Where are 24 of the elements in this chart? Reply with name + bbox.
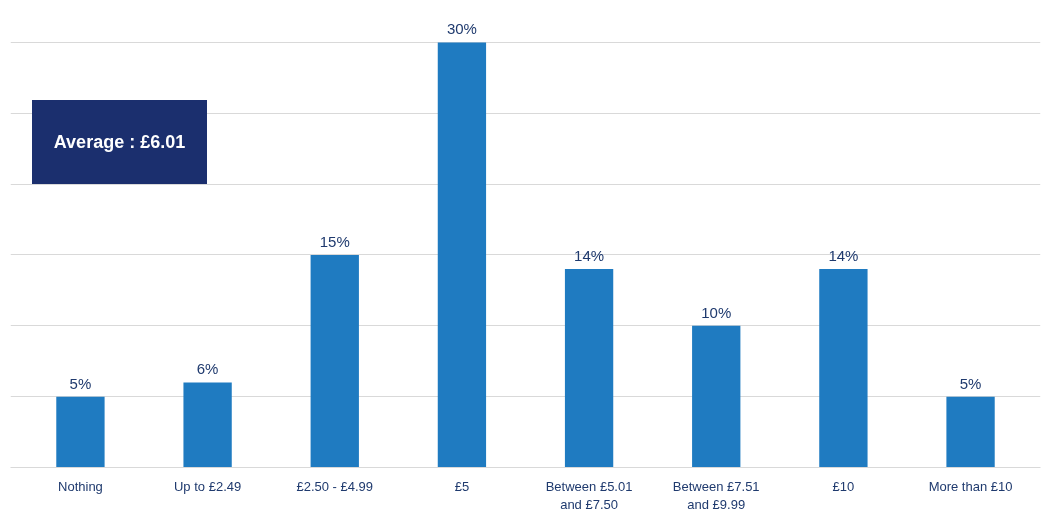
x-tick-label: Between £5.01 and £7.50 xyxy=(545,478,633,512)
data-label: 14% xyxy=(574,247,605,265)
bar xyxy=(437,42,487,468)
data-label: 5% xyxy=(69,374,92,392)
bar xyxy=(946,396,995,468)
x-tick-label: £10 xyxy=(832,478,855,494)
x-tick-label: Up to £2.49 xyxy=(173,478,242,494)
bar xyxy=(564,269,614,468)
data-label: 5% xyxy=(959,374,982,392)
x-tick-label: Between £7.51 and £9.99 xyxy=(672,478,760,512)
bar xyxy=(310,254,359,468)
x-tick-label: More than £10 xyxy=(928,478,1013,494)
bar xyxy=(183,382,232,468)
data-label: 14% xyxy=(828,247,859,265)
x-tick-label: Nothing xyxy=(58,478,103,494)
bar xyxy=(819,269,868,468)
bar xyxy=(56,396,105,468)
bar xyxy=(692,325,741,468)
data-label: 30% xyxy=(446,20,477,38)
x-tick-label: £5 xyxy=(454,478,470,494)
data-label: 15% xyxy=(319,232,350,250)
x-tick-label: £2.50 - £4.99 xyxy=(296,478,374,494)
data-label: 10% xyxy=(701,303,732,321)
data-label: 6% xyxy=(196,360,219,378)
